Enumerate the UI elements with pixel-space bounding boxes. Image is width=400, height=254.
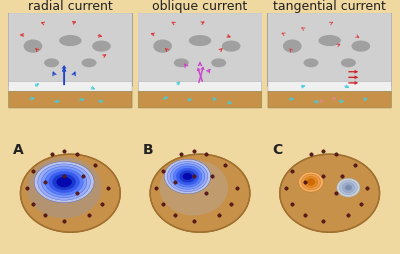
Ellipse shape [56,177,72,188]
Text: C: C [272,143,282,157]
Ellipse shape [52,174,76,190]
Ellipse shape [318,35,341,46]
Ellipse shape [222,41,240,52]
Ellipse shape [283,39,302,53]
FancyBboxPatch shape [138,81,262,93]
Ellipse shape [352,41,370,52]
Ellipse shape [167,162,208,192]
Ellipse shape [42,166,87,198]
Ellipse shape [211,58,226,67]
FancyArrow shape [348,70,358,74]
FancyArrow shape [348,75,358,79]
Ellipse shape [337,178,360,197]
Ellipse shape [342,183,354,193]
Ellipse shape [182,173,193,180]
Ellipse shape [340,180,357,195]
FancyBboxPatch shape [268,81,391,93]
Ellipse shape [173,166,202,187]
FancyBboxPatch shape [138,91,262,108]
Ellipse shape [92,41,111,52]
Ellipse shape [345,185,352,190]
FancyArrow shape [348,81,358,85]
Ellipse shape [301,174,320,190]
Ellipse shape [160,160,228,215]
FancyArrow shape [197,68,203,82]
FancyArrow shape [62,65,66,85]
Ellipse shape [304,58,318,67]
FancyArrow shape [198,66,205,83]
Ellipse shape [59,35,82,46]
Text: B: B [143,143,153,157]
FancyBboxPatch shape [8,13,133,86]
Ellipse shape [304,177,318,188]
Ellipse shape [164,159,211,194]
Ellipse shape [179,170,196,183]
Ellipse shape [299,172,323,192]
Title: radial current: radial current [28,0,113,13]
Ellipse shape [174,58,189,67]
Ellipse shape [176,168,199,185]
Ellipse shape [307,179,315,185]
Text: A: A [13,143,24,157]
FancyBboxPatch shape [9,81,132,93]
Ellipse shape [82,58,96,67]
Title: tangential current: tangential current [273,0,386,13]
Ellipse shape [170,164,205,189]
Ellipse shape [341,58,356,67]
FancyBboxPatch shape [268,91,391,108]
Ellipse shape [280,154,380,232]
FancyBboxPatch shape [267,13,392,86]
FancyBboxPatch shape [9,91,132,108]
Ellipse shape [20,154,120,232]
Ellipse shape [34,162,94,203]
Ellipse shape [44,58,59,67]
Ellipse shape [38,164,90,200]
Ellipse shape [150,154,250,232]
FancyBboxPatch shape [138,13,262,86]
Ellipse shape [45,169,83,195]
Ellipse shape [189,35,211,46]
Ellipse shape [24,39,42,53]
Ellipse shape [153,39,172,53]
Ellipse shape [27,157,102,218]
Ellipse shape [49,171,80,193]
Title: oblique current: oblique current [152,0,248,13]
